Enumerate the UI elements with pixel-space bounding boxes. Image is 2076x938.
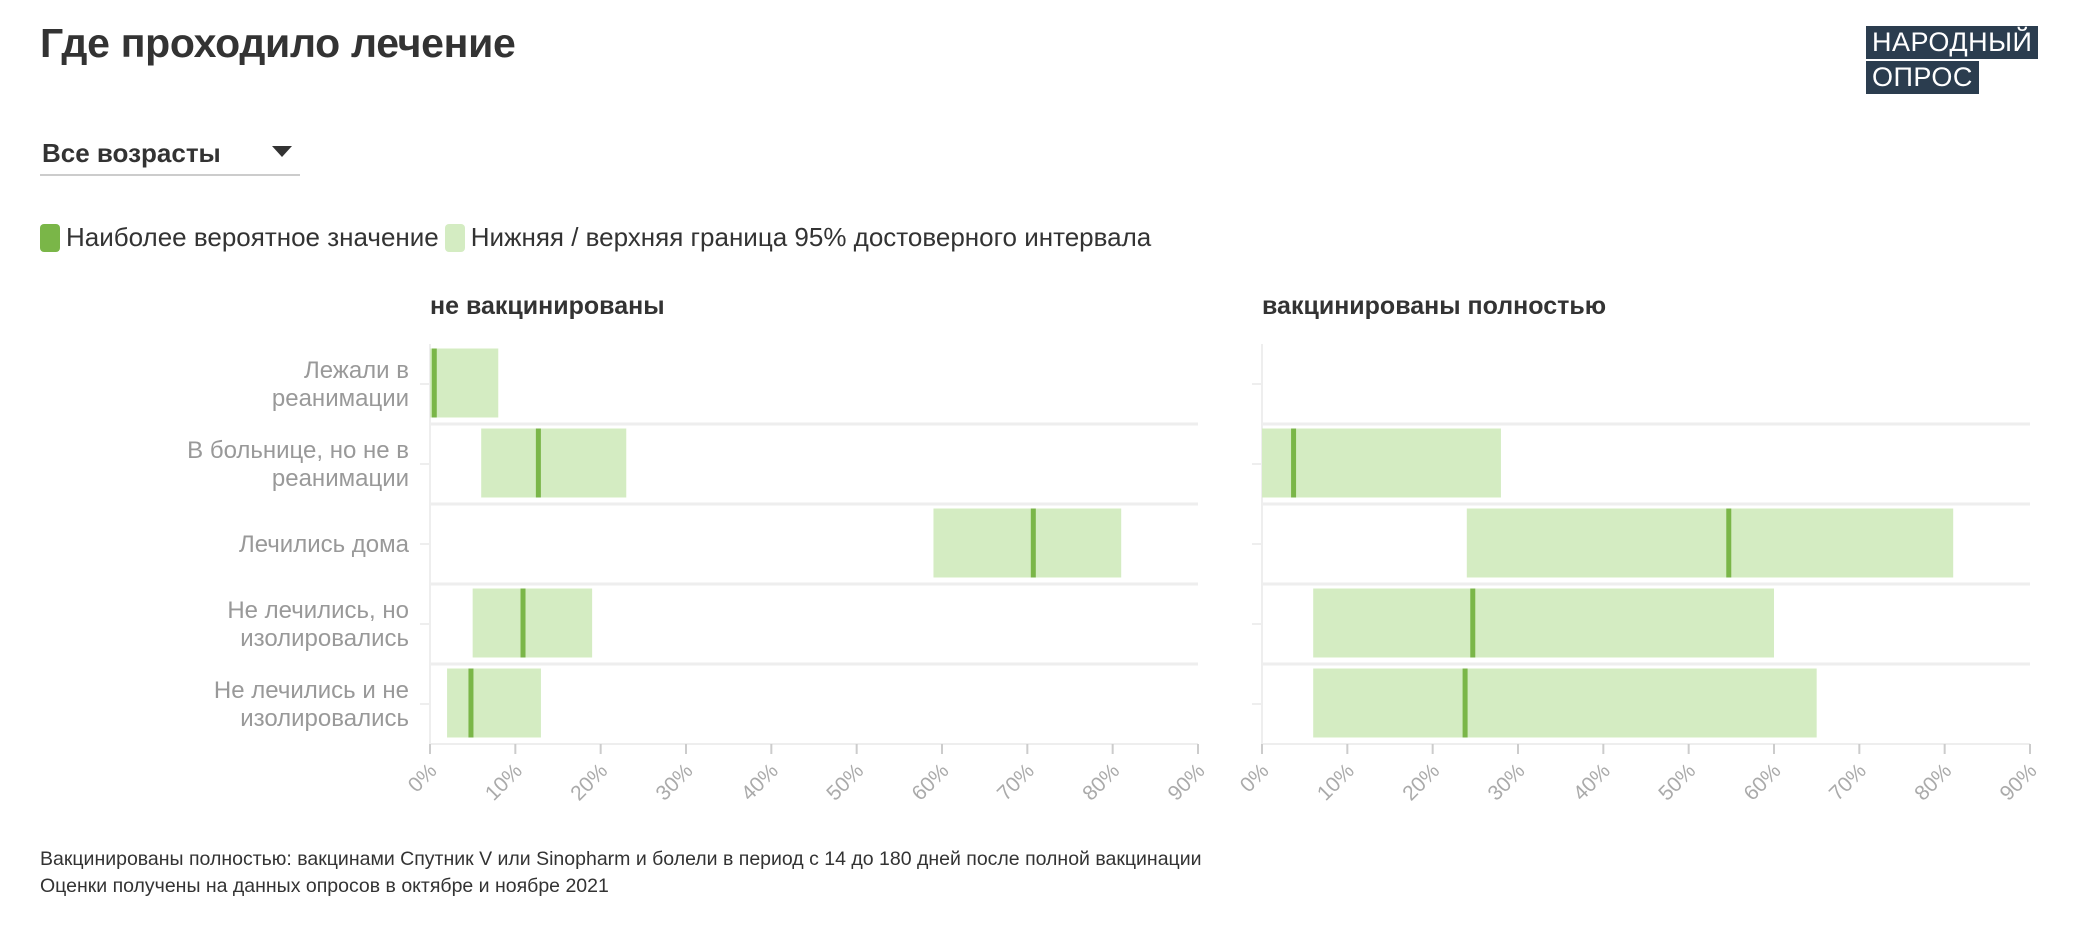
estimate-mark [468,668,474,738]
estimate-mark [1030,508,1036,578]
interval-bar [481,428,627,498]
x-tick-label: 30% [1484,759,1530,805]
interval-bar [1313,588,1774,658]
interval-bar [430,348,499,418]
interval-bar [1262,428,1501,498]
estimate-mark [1291,428,1297,498]
interval-bar [933,508,1122,578]
age-filter-dropdown[interactable]: Все возрасты [40,132,300,176]
legend-label-point: Наиболее вероятное значение [66,222,439,252]
x-tick-label: 10% [1313,759,1359,805]
estimate-mark [1470,588,1476,658]
x-tick-label: 80% [1078,759,1124,805]
x-tick-label: 70% [1825,759,1871,805]
logo-line-2: ОПРОС [1866,61,1979,94]
x-tick-label: 90% [1164,759,1210,805]
logo: НАРОДНЫЙ ОПРОС [1866,26,2039,96]
page-title: Где проходило лечение [40,20,516,66]
x-tick-label: 90% [1996,759,2042,805]
x-tick-label: 40% [1569,759,1615,805]
estimate-mark [535,428,541,498]
estimate-mark [520,588,526,658]
panel-title: не вакцинированы [430,292,665,320]
interval-bar [447,668,541,738]
category-label: Лежали в реанимации [272,357,409,412]
legend-label-interval: Нижняя / верхняя граница 95% достоверног… [470,222,1152,252]
age-filter-selected: Все возрасты [42,138,221,168]
x-tick-label: 40% [737,759,783,805]
category-label: Лечились дома [239,531,410,558]
interval-bar [1466,508,1954,578]
x-tick-label: 20% [566,759,612,805]
category-label: В больнице, но не в реанимации [187,437,409,492]
interval-bar [472,588,593,658]
interval-bar [1313,668,1817,738]
logo-line-1: НАРОДНЫЙ [1866,26,2039,59]
x-tick-label: 20% [1398,759,1444,805]
legend-item-point: Наиболее вероятное значение [40,222,439,253]
category-label: Не лечились и не изолировались [214,677,409,732]
estimate-mark [1462,668,1468,738]
x-tick-label: 30% [652,759,698,805]
x-tick-label: 50% [822,759,868,805]
panel-title: вакцинированы полностью [1262,292,1606,320]
legend-swatch-interval [444,223,465,252]
x-tick-label: 70% [993,759,1039,805]
footnote-1: Вакцинированы полностью: вакцинами Спутн… [40,848,1202,870]
chevron-down-icon[interactable] [272,146,292,157]
x-tick-label: 10% [481,759,527,805]
x-tick-label: 0% [1236,759,1274,797]
x-tick-label: 50% [1654,759,1700,805]
chart-legend: Наиболее вероятное значение Нижняя / вер… [40,222,1157,253]
category-label: Не лечились, но изолировались [227,597,409,652]
footnote-2: Оценки получены на данных опросов в октя… [40,875,609,897]
estimate-mark [431,348,437,418]
x-tick-label: 0% [404,759,442,797]
x-tick-label: 80% [1910,759,1956,805]
legend-swatch-point [40,223,60,252]
estimate-mark [1726,508,1732,578]
x-tick-label: 60% [1740,759,1786,805]
x-tick-label: 60% [908,759,954,805]
legend-item-interval: Нижняя / верхняя граница 95% достоверног… [444,222,1152,253]
